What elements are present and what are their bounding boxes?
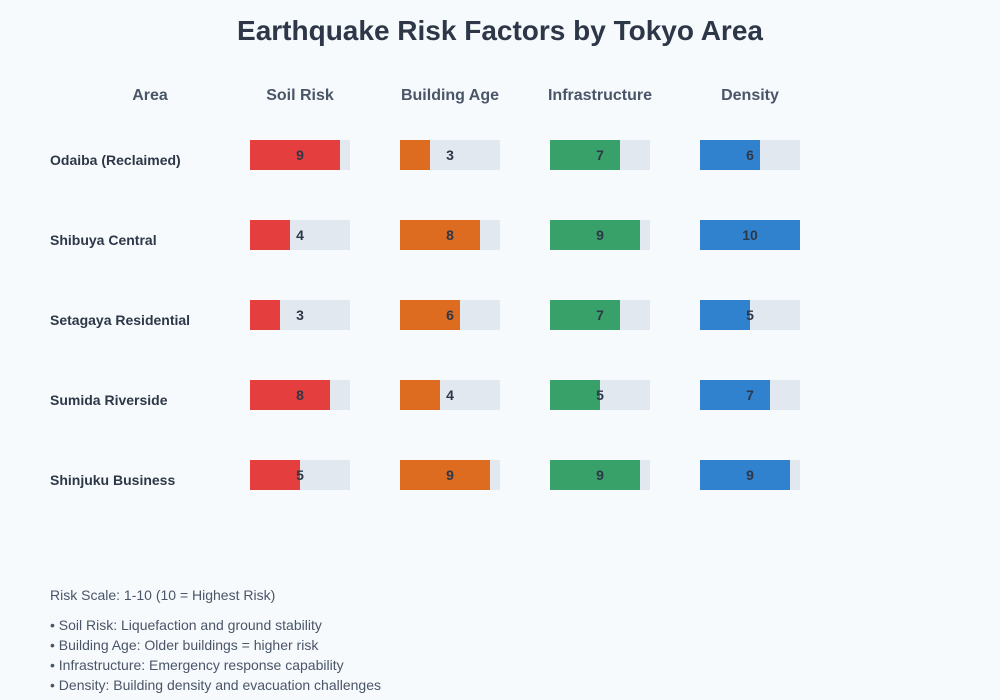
header-soil-risk: Soil Risk — [266, 87, 334, 104]
bar — [250, 140, 340, 170]
bar — [700, 380, 770, 410]
row-label: Shibuya Central — [50, 232, 157, 248]
bar — [700, 300, 750, 330]
value-label: 4 — [446, 387, 454, 403]
value-label: 8 — [446, 227, 454, 243]
value-label: 5 — [746, 307, 754, 323]
bar — [250, 380, 330, 410]
row-label: Setagaya Residential — [50, 312, 190, 328]
header-building-age: Building Age — [401, 87, 499, 104]
value-label: 4 — [296, 227, 304, 243]
bar — [700, 140, 760, 170]
bar — [550, 300, 620, 330]
note-item: • Infrastructure: Emergency response cap… — [50, 657, 344, 673]
value-label: 9 — [746, 467, 754, 483]
header-density: Density — [721, 87, 779, 104]
header-area: Area — [132, 87, 168, 104]
value-label: 9 — [596, 227, 604, 243]
bar — [550, 460, 640, 490]
bar — [400, 220, 480, 250]
note-item: • Soil Risk: Liquefaction and ground sta… — [50, 617, 322, 633]
value-label: 5 — [296, 467, 304, 483]
value-label: 9 — [596, 467, 604, 483]
value-label: 7 — [596, 307, 604, 323]
value-label: 6 — [746, 147, 754, 163]
value-label: 6 — [446, 307, 454, 323]
bar — [700, 460, 790, 490]
note-item: • Density: Building density and evacuati… — [50, 677, 381, 693]
bar — [400, 380, 440, 410]
value-label: 5 — [596, 387, 604, 403]
bar — [550, 380, 600, 410]
bar — [400, 300, 460, 330]
value-label: 3 — [446, 147, 454, 163]
bar — [400, 460, 490, 490]
bar — [550, 140, 620, 170]
row-label: Sumida Riverside — [50, 392, 168, 408]
bar — [400, 140, 430, 170]
value-label: 7 — [596, 147, 604, 163]
note-item: • Building Age: Older buildings = higher… — [50, 637, 319, 653]
header-infrastructure: Infrastructure — [548, 87, 652, 104]
bar — [250, 460, 300, 490]
bar — [250, 220, 290, 250]
risk-scale-note: Risk Scale: 1-10 (10 = Highest Risk) — [50, 587, 275, 603]
value-label: 9 — [446, 467, 454, 483]
bar — [700, 220, 800, 250]
value-label: 3 — [296, 307, 304, 323]
value-label: 10 — [742, 227, 758, 243]
value-label: 9 — [296, 147, 304, 163]
chart-title: Earthquake Risk Factors by Tokyo Area — [237, 15, 763, 46]
bar — [550, 220, 640, 250]
value-label: 8 — [296, 387, 304, 403]
row-label: Odaiba (Reclaimed) — [50, 152, 181, 168]
bar — [250, 300, 280, 330]
value-label: 7 — [746, 387, 754, 403]
row-label: Shinjuku Business — [50, 472, 175, 488]
